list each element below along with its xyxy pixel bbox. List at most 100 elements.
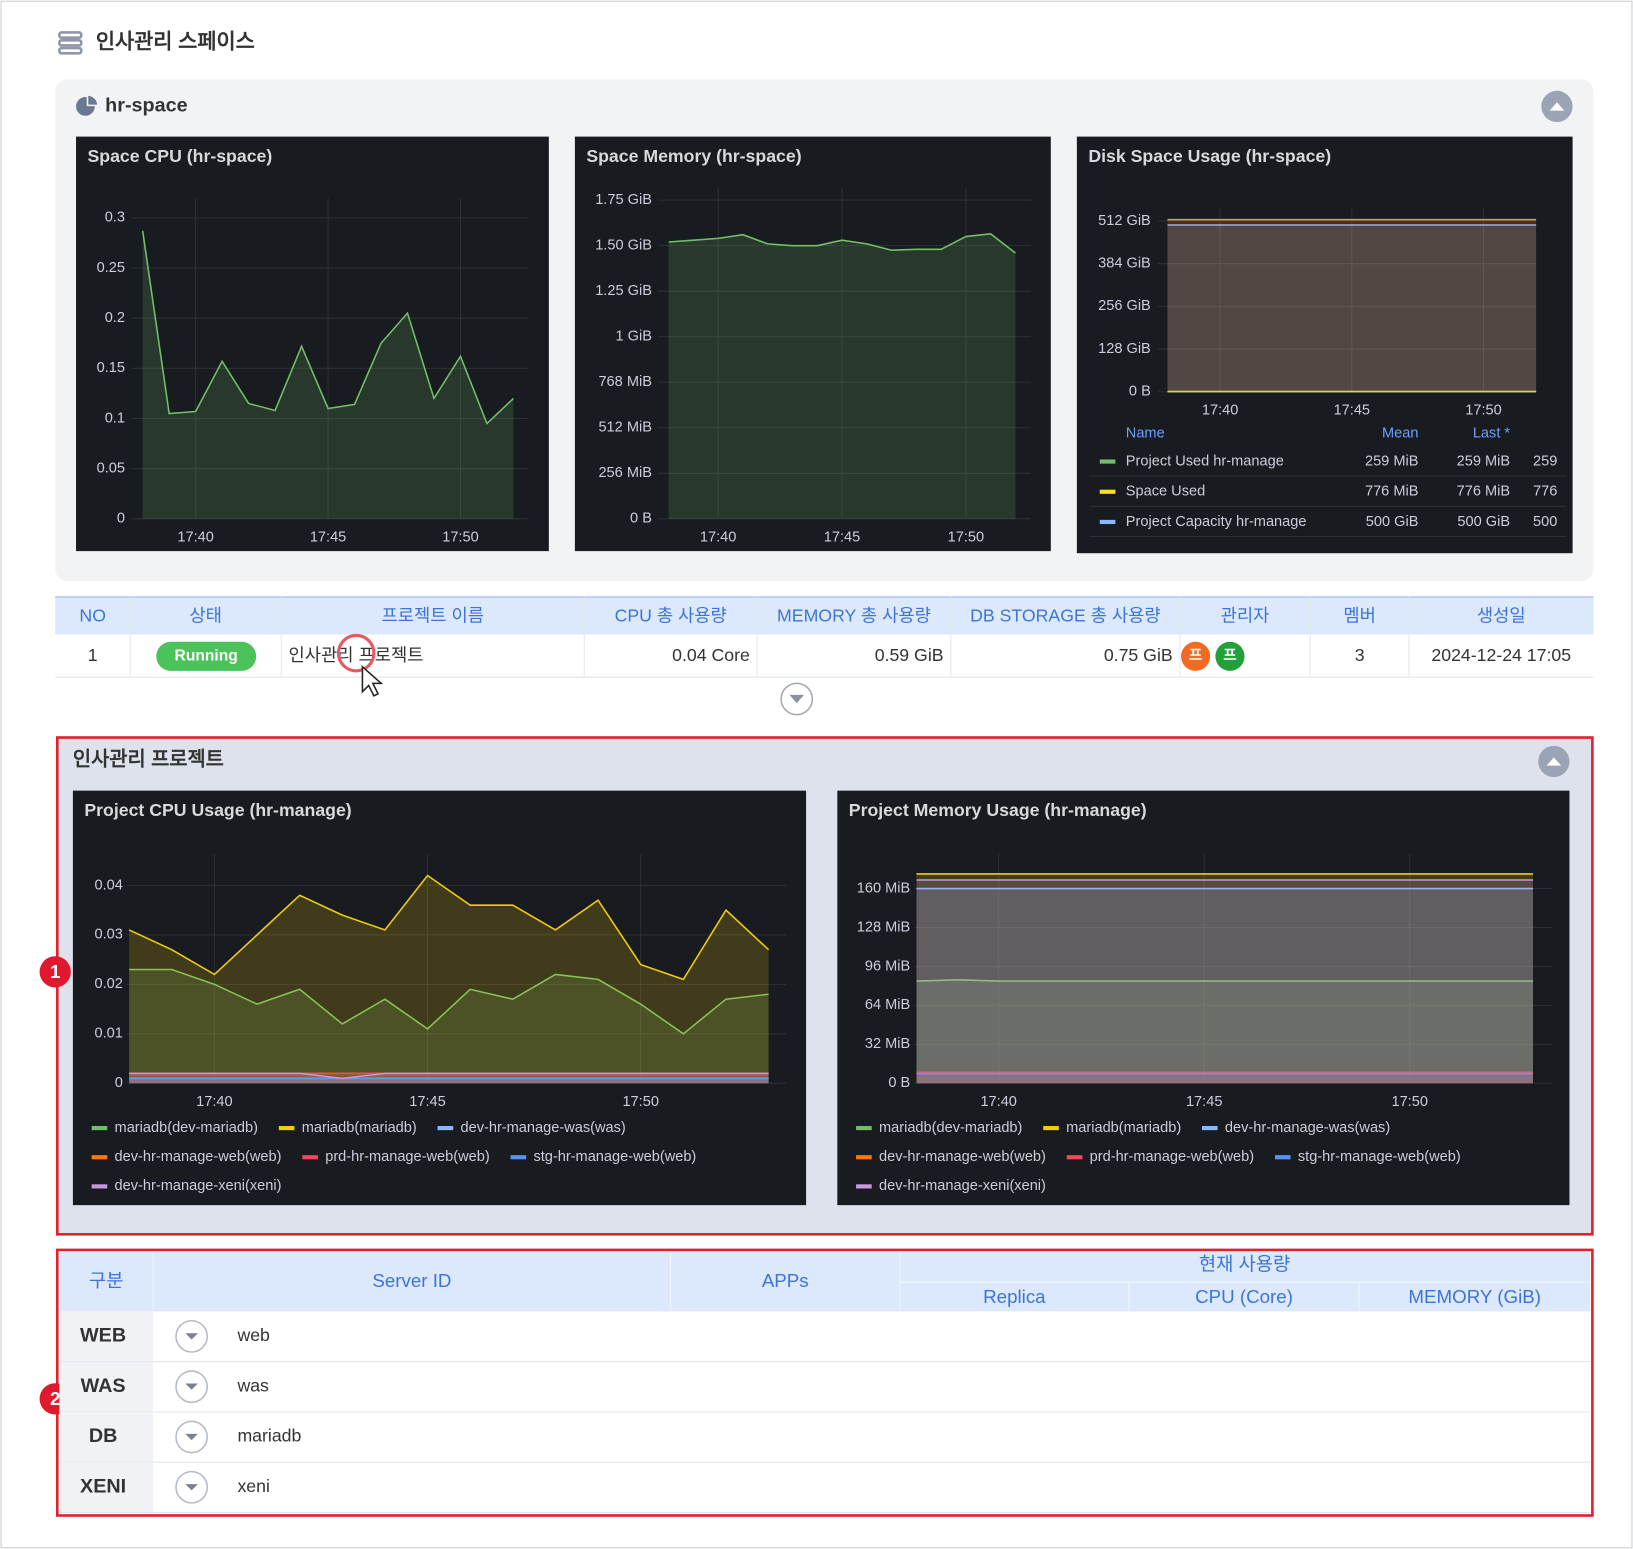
- table-header: CPU 총 사용량: [615, 605, 727, 625]
- legend-item: prd-hr-manage-web(web): [302, 1149, 490, 1165]
- area-fill: [142, 230, 514, 519]
- legend-label: Project Capacity hr-manage: [1126, 514, 1307, 530]
- chart-panel: [574, 136, 1051, 552]
- x-tick-label: 17:45: [310, 529, 346, 545]
- y-tick-label: 384 GiB: [1098, 256, 1151, 272]
- legend-item: dev-hr-manage-was(was): [1202, 1120, 1390, 1136]
- legend-item: mariadb(dev-mariadb): [856, 1120, 1022, 1136]
- legend-label: Space Used: [1126, 484, 1205, 500]
- area-fill: [1167, 224, 1537, 392]
- legend-item: dev-hr-manage-xeni(xeni): [91, 1178, 281, 1194]
- table-header: MEMORY (GiB): [1408, 1286, 1541, 1307]
- y-tick-label: 0.05: [97, 461, 125, 477]
- legend-label: dev-hr-manage-web(web): [879, 1149, 1046, 1165]
- space-title: hr-space: [105, 95, 187, 117]
- area-fill: [129, 969, 769, 1084]
- legend-value: 776: [1533, 484, 1557, 500]
- annotation-label: 1: [50, 961, 60, 982]
- area-fill: [668, 233, 1016, 519]
- admin-avatar: [1215, 641, 1245, 671]
- table-cell: 2024-12-24 17:05: [1431, 645, 1571, 665]
- table-header: Server ID: [372, 1270, 451, 1291]
- legend-header: Name: [1126, 425, 1165, 441]
- area-fill: [916, 1073, 1534, 1084]
- area-fill: [916, 873, 1534, 1084]
- page-title: 인사관리 스페이스: [96, 30, 255, 53]
- legend-item: mariadb(mariadb): [1043, 1120, 1181, 1136]
- table-header: 관리자: [1221, 605, 1270, 625]
- legend-header: Mean: [1382, 425, 1418, 441]
- y-tick-label: 96 MiB: [865, 958, 910, 974]
- table-header: 구분: [89, 1270, 123, 1291]
- chart-title: Project CPU Usage (hr-manage): [84, 800, 351, 820]
- row-toggle[interactable]: [175, 1319, 209, 1353]
- legend-label: stg-hr-manage-web(web): [1298, 1149, 1461, 1165]
- table-cell: 3: [1355, 645, 1365, 665]
- table-header: MEMORY 총 사용량: [777, 605, 931, 625]
- server-id: xeni: [237, 1476, 269, 1496]
- table-cell: 0.59 GiB: [875, 645, 944, 665]
- legend-item: dev-hr-manage-web(web): [856, 1149, 1046, 1165]
- y-tick-label: 1 GiB: [615, 329, 651, 345]
- header-icon: [58, 31, 83, 55]
- toggle-arrow: [185, 1333, 198, 1340]
- x-tick-label: 17:45: [824, 529, 860, 545]
- chart-panel: [72, 790, 807, 1206]
- legend-label: dev-hr-manage-was(was): [460, 1120, 625, 1136]
- legend-item: prd-hr-manage-web(web): [1066, 1149, 1254, 1165]
- row-toggle[interactable]: [175, 1420, 209, 1454]
- project-link[interactable]: 인사관리 프로젝트: [288, 645, 423, 665]
- x-tick-label: 17:40: [980, 1094, 1016, 1110]
- y-tick-label: 160 MiB: [857, 880, 910, 896]
- table-cell: 1: [88, 645, 98, 665]
- series-line: [141, 230, 514, 425]
- legend-item: mariadb(dev-mariadb): [91, 1120, 258, 1136]
- table-header: DB STORAGE 총 사용량: [970, 605, 1161, 625]
- table-header: 프로젝트 이름: [381, 605, 484, 625]
- toggle-arrow: [185, 1433, 198, 1441]
- legend-item: dev-hr-manage-xeni(xeni): [856, 1178, 1046, 1194]
- expand-button[interactable]: [780, 682, 814, 716]
- legend-item: stg-hr-manage-web(web): [510, 1149, 696, 1165]
- annotation-label: 2: [50, 1388, 60, 1409]
- collapse-button[interactable]: [1541, 90, 1573, 123]
- y-tick-label: 0.01: [95, 1026, 123, 1042]
- y-tick-label: 64 MiB: [865, 997, 910, 1013]
- project-title: 인사관리 프로젝트: [73, 749, 224, 771]
- table-header-bg: [55, 596, 1594, 635]
- y-tick-label: 32 MiB: [865, 1036, 910, 1052]
- y-tick-label: 0.3: [105, 210, 125, 226]
- chart-title: Project Memory Usage (hr-manage): [849, 800, 1147, 820]
- y-tick-label: 256 MiB: [598, 465, 651, 481]
- legend-label: prd-hr-manage-web(web): [325, 1149, 489, 1165]
- row-toggle[interactable]: [175, 1370, 209, 1404]
- x-tick-label: 17:50: [1391, 1094, 1427, 1110]
- legend-label: prd-hr-manage-web(web): [1090, 1149, 1254, 1165]
- y-tick-label: 0.04: [95, 877, 123, 893]
- legend-item: mariadb(mariadb): [278, 1120, 417, 1136]
- table-cell: 0.04 Core: [672, 645, 750, 665]
- legend-label: dev-hr-manage-xeni(xeni): [879, 1178, 1046, 1194]
- y-tick-label: 0: [115, 1075, 123, 1091]
- status-badge: [156, 641, 257, 671]
- status-label: Running: [175, 647, 238, 664]
- row-toggle[interactable]: [175, 1470, 209, 1504]
- toggle-arrow: [185, 1484, 198, 1491]
- legend-item: dev-hr-manage-was(was): [437, 1120, 626, 1136]
- cursor-highlight: [336, 633, 384, 697]
- chart-panel: [837, 790, 1570, 1206]
- collapse-button[interactable]: [1538, 745, 1570, 778]
- table-header: 멤버: [1343, 605, 1376, 625]
- table-header: APPs: [762, 1270, 809, 1291]
- area-fill: [129, 1073, 769, 1084]
- legend-value: 259 MiB: [1457, 453, 1510, 469]
- area-fill: [916, 880, 1534, 1084]
- row-label-bg: [59, 1311, 154, 1362]
- area-fill: [916, 888, 1534, 1084]
- server-id: was: [236, 1375, 269, 1395]
- x-tick-label: 17:50: [948, 529, 984, 545]
- row-label: DB: [89, 1425, 118, 1447]
- chart-panel: [76, 136, 549, 552]
- table-header: NO: [79, 605, 106, 625]
- table-group-header: 현재 사용량: [1199, 1253, 1290, 1274]
